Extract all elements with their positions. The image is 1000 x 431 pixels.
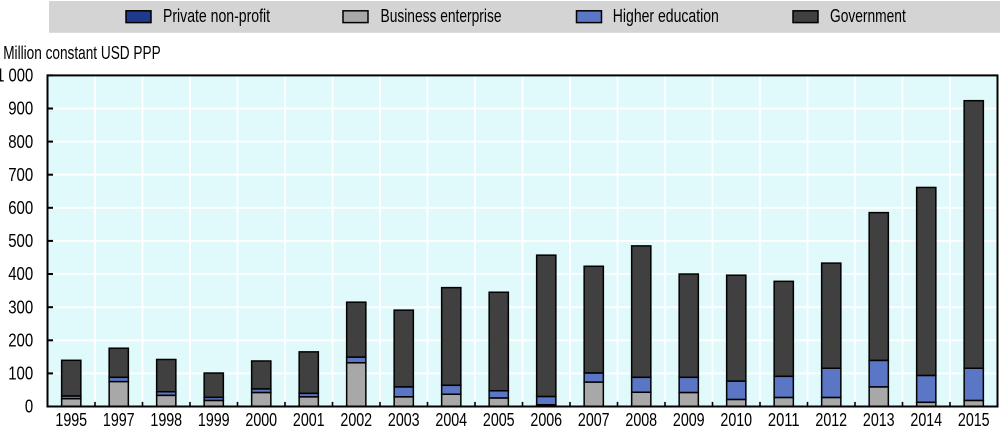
svg-text:1 000: 1 000 (0, 65, 33, 86)
svg-text:Higher education: Higher education (613, 5, 719, 26)
svg-text:2012: 2012 (815, 409, 847, 426)
svg-text:2004: 2004 (435, 409, 467, 426)
svg-text:600: 600 (8, 197, 33, 218)
svg-text:2001: 2001 (293, 409, 325, 426)
svg-text:1999: 1999 (198, 409, 230, 426)
svg-text:2002: 2002 (340, 409, 372, 426)
svg-text:800: 800 (8, 131, 33, 152)
svg-text:500: 500 (8, 230, 33, 251)
svg-text:2014: 2014 (910, 409, 942, 426)
svg-text:2015: 2015 (958, 409, 990, 426)
svg-text:2011: 2011 (768, 409, 800, 426)
svg-text:2009: 2009 (673, 409, 705, 426)
svg-text:Private non-profit: Private non-profit (163, 5, 270, 26)
svg-text:400: 400 (8, 263, 33, 284)
svg-text:1995: 1995 (55, 409, 87, 426)
svg-text:1998: 1998 (150, 409, 182, 426)
svg-text:1997: 1997 (103, 409, 135, 426)
svg-text:2013: 2013 (863, 409, 895, 426)
svg-text:2008: 2008 (625, 409, 657, 426)
svg-text:2005: 2005 (483, 409, 515, 426)
svg-text:2006: 2006 (530, 409, 562, 426)
svg-text:700: 700 (8, 164, 33, 185)
svg-text:2007: 2007 (578, 409, 610, 426)
svg-text:200: 200 (8, 329, 33, 350)
svg-text:Business enterprise: Business enterprise (381, 5, 502, 26)
svg-text:Million constant USD PPP: Million constant USD PPP (3, 42, 161, 63)
svg-text:300: 300 (8, 296, 33, 317)
svg-text:100: 100 (8, 363, 33, 384)
svg-text:900: 900 (8, 98, 33, 119)
svg-text:2010: 2010 (720, 409, 752, 426)
svg-text:Government: Government (830, 5, 906, 26)
svg-text:0: 0 (25, 396, 33, 417)
svg-text:2003: 2003 (388, 409, 420, 426)
svg-text:2000: 2000 (245, 409, 277, 426)
